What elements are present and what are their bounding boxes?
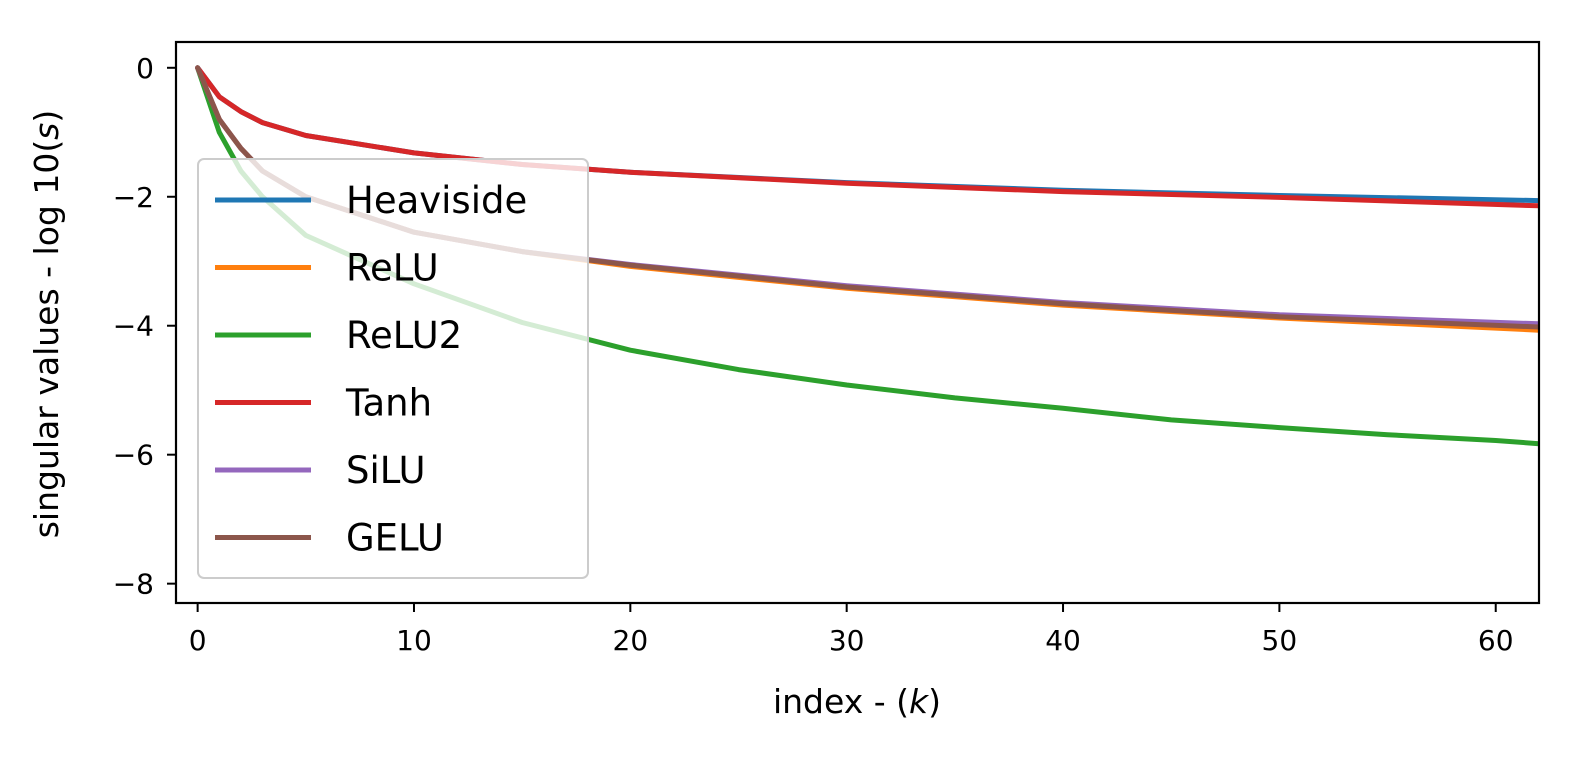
legend-label-gelu: GELU — [346, 517, 444, 560]
legend-label-relu2: ReLU2 — [346, 314, 462, 357]
y-axis: 0 −2 −4 −6 −8 — [113, 52, 176, 601]
plot-frame — [174, 40, 1541, 605]
y-tick-label: −4 — [113, 310, 154, 343]
legend-label-heaviside: Heaviside — [346, 179, 527, 222]
x-tick-label: 30 — [829, 624, 865, 657]
x-tick-label: 10 — [396, 624, 432, 657]
x-axis-label: index - (k) — [773, 682, 941, 721]
legend-box — [197, 158, 589, 579]
x-tick-label: 40 — [1045, 624, 1081, 657]
legend-label-relu: ReLU — [346, 247, 439, 290]
y-tick-label: −2 — [113, 181, 154, 214]
x-tick-label: 60 — [1478, 624, 1514, 657]
x-axis: 0 10 20 30 40 50 60 — [189, 603, 1514, 657]
x-tick-label: 50 — [1262, 624, 1298, 657]
legend-label-tanh: Tanh — [345, 382, 432, 425]
legend-label-silu: SiLU — [346, 449, 426, 492]
x-tick-label: 0 — [189, 624, 207, 657]
y-axis-label: singular values - log 10(s) — [27, 110, 66, 539]
y-tick-label: −8 — [113, 568, 154, 601]
y-tick-label: 0 — [136, 52, 154, 85]
x-tick-label: 20 — [613, 624, 649, 657]
legend: Heaviside ReLU ReLU2 Tanh SiLU GELU — [197, 158, 589, 579]
y-tick-label: −6 — [113, 439, 154, 472]
